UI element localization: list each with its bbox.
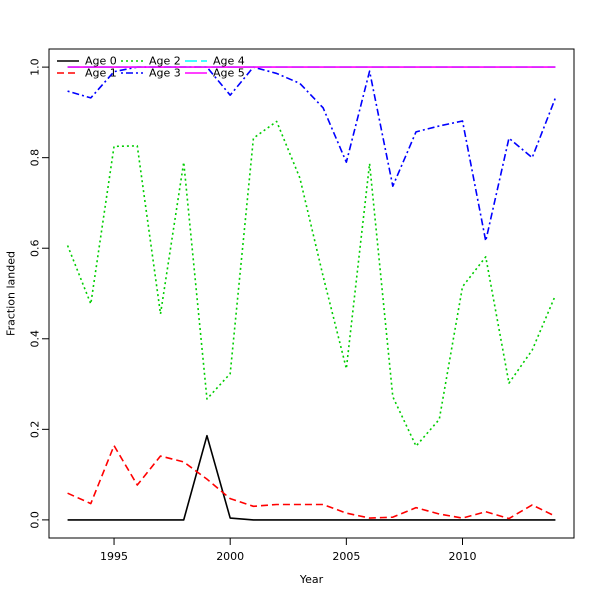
legend-item-age-5: Age 5 xyxy=(185,67,245,80)
plot-area-border xyxy=(48,48,575,539)
legend-item-age-0: Age 0 xyxy=(57,55,117,68)
legend-item-age-2: Age 2 xyxy=(121,55,181,68)
x-tick-label: 1995 xyxy=(100,550,128,563)
y-tick-label: 0.6 xyxy=(29,239,42,257)
y-axis: 0.0 0.2 0.4 0.6 0.8 1.0 xyxy=(29,58,49,529)
legend-label: Age 5 xyxy=(213,67,245,80)
x-tick-label: 2010 xyxy=(448,550,476,563)
series-line xyxy=(67,66,557,242)
y-tick-label: 0.2 xyxy=(29,421,42,439)
y-tick-label: 0.8 xyxy=(29,149,42,167)
y-tick-label: 0.4 xyxy=(29,330,42,348)
series-line xyxy=(67,444,556,520)
x-axis: 1995 2000 2005 2010 xyxy=(100,538,476,563)
series-age-3 xyxy=(67,66,557,242)
x-tick-label: 2005 xyxy=(332,550,360,563)
series-line xyxy=(66,120,557,447)
series-age-0 xyxy=(67,434,556,521)
series-layer xyxy=(66,66,557,521)
y-tick-label: 0.0 xyxy=(29,511,42,529)
x-axis-title: Year xyxy=(299,573,324,586)
y-axis-title: Fraction landed xyxy=(5,251,18,336)
y-tick-label: 1.0 xyxy=(29,58,42,76)
legend-label: Age 3 xyxy=(149,67,181,80)
legend-item-age-4: Age 4 xyxy=(185,55,245,68)
series-age-1 xyxy=(67,444,556,520)
legend-label: Age 1 xyxy=(85,67,117,80)
legend-label: Age 0 xyxy=(85,55,117,68)
series-age-2 xyxy=(66,120,557,447)
x-tick-label: 2000 xyxy=(216,550,244,563)
legend-label: Age 2 xyxy=(149,55,181,68)
legend-item-age-3: Age 3 xyxy=(121,67,181,80)
legend-label: Age 4 xyxy=(213,55,245,68)
legend-item-age-1: Age 1 xyxy=(57,67,117,80)
series-line xyxy=(67,434,556,521)
